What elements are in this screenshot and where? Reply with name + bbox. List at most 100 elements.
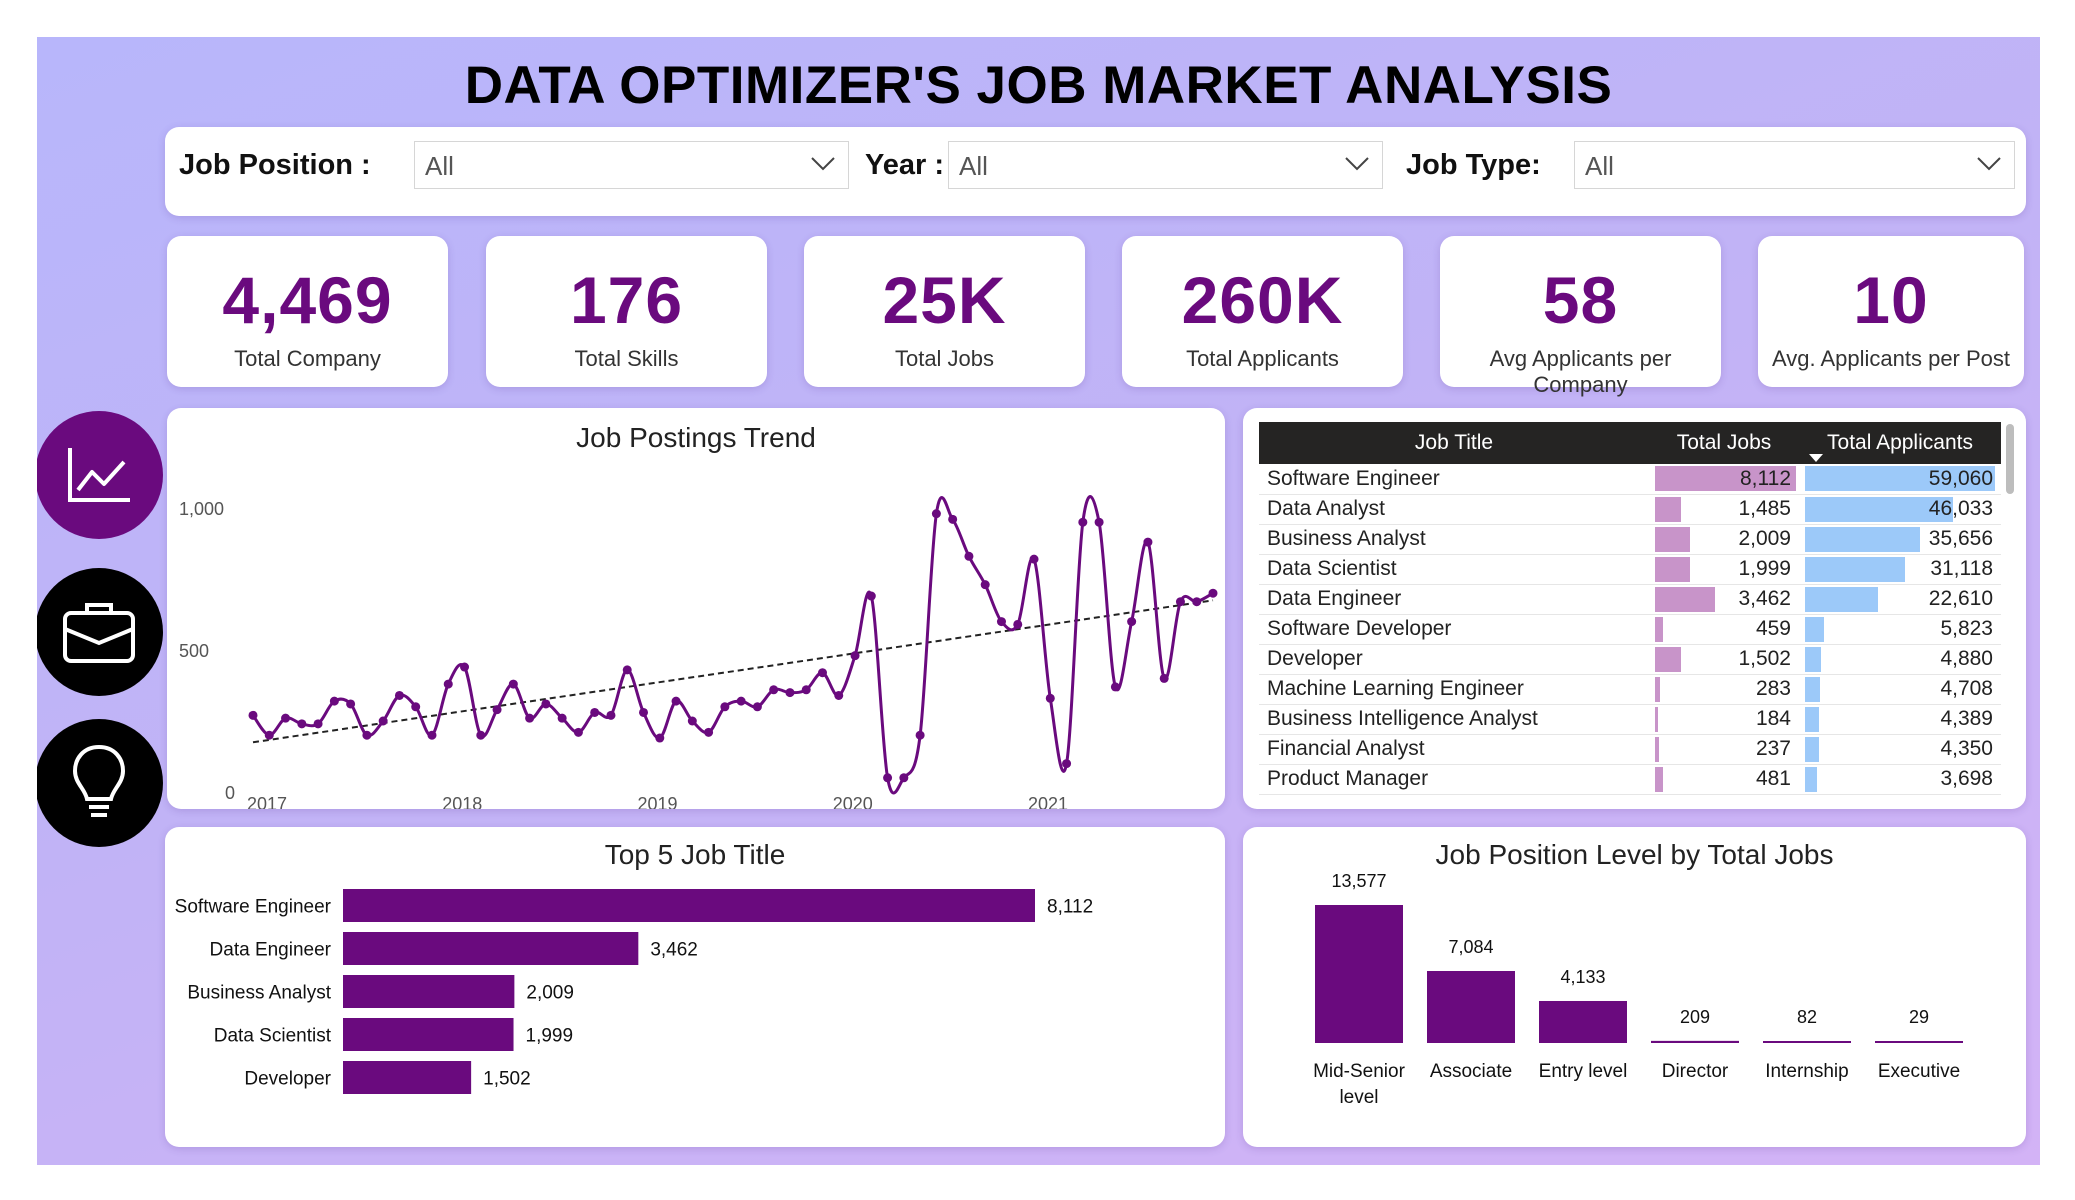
nav-insights-button[interactable] <box>37 719 163 847</box>
job-type-dropdown[interactable]: All <box>1574 141 2015 189</box>
data-point[interactable] <box>866 591 876 601</box>
column-header-total-jobs[interactable]: Total Jobs <box>1649 422 1799 464</box>
data-point[interactable] <box>1127 617 1137 627</box>
bar[interactable] <box>343 1061 472 1094</box>
data-point[interactable] <box>687 716 697 726</box>
table-row[interactable]: Data Scientist 1,999 31,118 <box>1259 554 2001 585</box>
data-point[interactable] <box>1013 619 1023 629</box>
data-point[interactable] <box>785 688 795 698</box>
bar[interactable] <box>1875 1041 1963 1043</box>
data-point[interactable] <box>492 705 502 715</box>
data-point[interactable] <box>476 730 486 740</box>
cell-total-jobs: 481 <box>1649 764 1799 795</box>
data-point[interactable] <box>329 696 339 706</box>
data-point[interactable] <box>297 719 307 729</box>
data-point[interactable] <box>378 716 388 726</box>
data-point[interactable] <box>622 665 632 675</box>
data-point[interactable] <box>899 773 909 783</box>
data-point[interactable] <box>411 702 421 712</box>
data-point[interactable] <box>1062 759 1072 769</box>
data-point[interactable] <box>1192 597 1202 607</box>
bar[interactable] <box>343 932 639 965</box>
data-point[interactable] <box>557 713 567 723</box>
data-point[interactable] <box>508 679 518 689</box>
bar[interactable] <box>1651 1040 1739 1043</box>
cell-value: 4,880 <box>1940 647 1993 670</box>
cell-value: 184 <box>1755 707 1791 730</box>
data-point[interactable] <box>427 730 437 740</box>
data-point[interactable] <box>834 690 844 700</box>
data-point[interactable] <box>362 730 372 740</box>
data-point[interactable] <box>541 699 551 709</box>
data-point[interactable] <box>817 668 827 678</box>
data-point[interactable] <box>1029 554 1039 564</box>
table-row[interactable]: Data Engineer 3,462 22,610 <box>1259 584 2001 615</box>
bar[interactable] <box>1427 970 1515 1043</box>
data-point[interactable] <box>606 710 616 720</box>
job-position-label: Job Position : <box>179 149 371 181</box>
table-row[interactable]: Machine Learning Engineer 283 4,708 <box>1259 674 2001 705</box>
table-row[interactable]: Business Intelligence Analyst 184 4,389 <box>1259 704 2001 735</box>
data-point[interactable] <box>1078 517 1088 527</box>
data-point[interactable] <box>1175 597 1185 607</box>
job-position-dropdown[interactable]: All <box>414 141 849 189</box>
data-point[interactable] <box>931 509 941 519</box>
data-point[interactable] <box>850 651 860 661</box>
data-point[interactable] <box>639 707 649 717</box>
x-tick-label: 2018 <box>442 794 482 809</box>
data-point[interactable] <box>996 617 1006 627</box>
data-point[interactable] <box>1110 682 1120 692</box>
data-point[interactable] <box>769 685 779 695</box>
data-point[interactable] <box>1159 673 1169 683</box>
data-point[interactable] <box>264 730 274 740</box>
data-point[interactable] <box>460 662 470 672</box>
data-point[interactable] <box>752 702 762 712</box>
data-point[interactable] <box>443 679 453 689</box>
data-point[interactable] <box>281 713 291 723</box>
table-scrollbar[interactable] <box>2006 424 2014 494</box>
table-row[interactable]: Business Analyst 2,009 35,656 <box>1259 524 2001 555</box>
data-point[interactable] <box>704 727 714 737</box>
nav-trend-button[interactable] <box>37 411 163 539</box>
data-point[interactable] <box>671 696 681 706</box>
data-point[interactable] <box>248 710 258 720</box>
table-row[interactable]: Data Analyst 1,485 46,033 <box>1259 494 2001 525</box>
table-row[interactable]: Software Developer 459 5,823 <box>1259 614 2001 645</box>
data-point[interactable] <box>915 730 925 740</box>
table-row[interactable]: Developer 1,502 4,880 <box>1259 644 2001 675</box>
data-point[interactable] <box>948 514 958 524</box>
bar[interactable] <box>1763 1041 1851 1043</box>
data-point[interactable] <box>573 727 583 737</box>
data-point[interactable] <box>964 551 974 561</box>
data-point[interactable] <box>655 733 665 743</box>
bar[interactable] <box>1315 905 1403 1043</box>
data-point[interactable] <box>1208 588 1218 598</box>
data-point[interactable] <box>1143 537 1153 547</box>
cell-total-jobs: 1,999 <box>1649 554 1799 585</box>
nav-jobs-button[interactable] <box>37 568 163 696</box>
data-point[interactable] <box>980 580 990 590</box>
data-point[interactable] <box>313 719 323 729</box>
cell-total-applicants: 4,708 <box>1799 674 2001 705</box>
data-point[interactable] <box>801 685 811 695</box>
bar[interactable] <box>343 889 1035 922</box>
table-row[interactable]: Financial Analyst 237 4,350 <box>1259 734 2001 765</box>
bar[interactable] <box>1539 1000 1627 1043</box>
data-point[interactable] <box>736 696 746 706</box>
data-point[interactable] <box>590 707 600 717</box>
column-header-job-title[interactable]: Job Title <box>1259 422 1649 464</box>
table-row[interactable]: Software Engineer 8,112 59,060 <box>1259 464 2001 495</box>
table-row[interactable]: Product Manager 481 3,698 <box>1259 764 2001 795</box>
data-label: 7,084 <box>1448 937 1493 957</box>
data-point[interactable] <box>1094 517 1104 527</box>
data-point[interactable] <box>1045 693 1055 703</box>
bar[interactable] <box>343 1018 514 1051</box>
data-point[interactable] <box>394 690 404 700</box>
data-point[interactable] <box>883 773 893 783</box>
column-header-total-applicants[interactable]: Total Applicants <box>1799 422 2001 464</box>
data-point[interactable] <box>346 699 356 709</box>
year-dropdown[interactable]: All <box>948 141 1383 189</box>
bar[interactable] <box>343 975 515 1008</box>
data-point[interactable] <box>525 713 535 723</box>
data-point[interactable] <box>720 702 730 712</box>
